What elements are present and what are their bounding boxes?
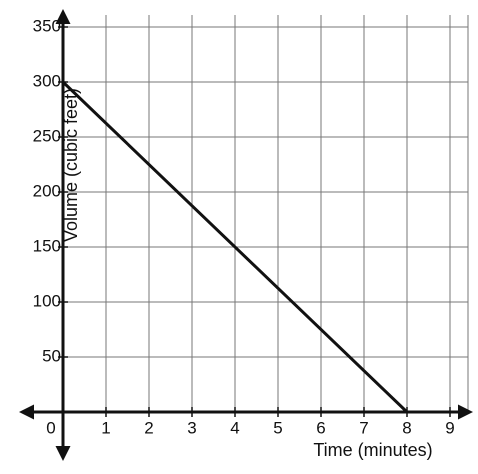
x-axis-label: Time (minutes) bbox=[313, 440, 432, 460]
data-line bbox=[61, 80, 409, 414]
y-tick-label: 350 bbox=[33, 16, 61, 35]
x-tick-label: 9 bbox=[445, 418, 454, 437]
x-tick-label: 1 bbox=[101, 418, 110, 437]
x-tick-label: 8 bbox=[402, 418, 411, 437]
x-tick-label: 2 bbox=[144, 418, 153, 437]
y-tick-label: 150 bbox=[33, 236, 61, 255]
x-tick-label: 3 bbox=[187, 418, 196, 437]
x-tick-label: 7 bbox=[359, 418, 368, 437]
y-tick-label: 200 bbox=[33, 181, 61, 200]
y-tick-label: 250 bbox=[33, 126, 61, 145]
x-tick-label: 0 bbox=[46, 418, 55, 437]
y-tick-label: 50 bbox=[42, 346, 61, 365]
y-axis-label: Volume (cubic feet) bbox=[61, 88, 81, 242]
grid bbox=[62, 15, 469, 412]
y-tick-label: 300 bbox=[33, 71, 61, 90]
x-tick-label: 6 bbox=[316, 418, 325, 437]
y-tick-label: 100 bbox=[33, 291, 61, 310]
x-tick-label: 4 bbox=[230, 418, 239, 437]
x-tick-label: 5 bbox=[273, 418, 282, 437]
